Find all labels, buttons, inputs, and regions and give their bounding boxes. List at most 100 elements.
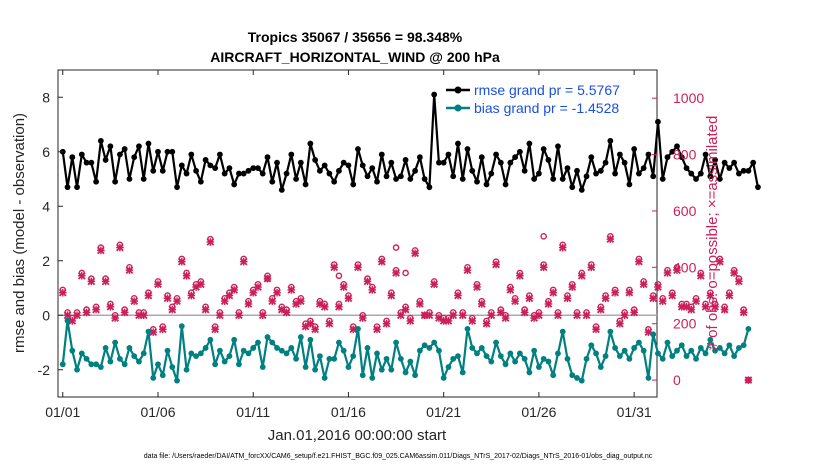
bias-point (259, 364, 266, 370)
rmse-point (469, 167, 476, 174)
rmse-point (540, 146, 547, 152)
bias-point (531, 347, 538, 354)
bias-point (97, 364, 104, 370)
bias-point (183, 366, 190, 373)
obs-assimilated-point (311, 325, 319, 334)
obs-assimilated-point (577, 271, 586, 280)
rmse-point (493, 151, 499, 158)
rmse-point (155, 148, 161, 155)
obs-assimilated-point (558, 243, 567, 252)
rmse-point (231, 181, 238, 188)
rmse-point (359, 162, 366, 169)
x-axis-label: Jan.01,2016 00:00:00 start (268, 427, 447, 444)
obs-assimilated-point (139, 311, 148, 320)
obs-assimilated-point (116, 243, 124, 252)
obs-assimilated-point (725, 291, 734, 300)
obs-assimilated-point (539, 263, 548, 272)
rmse-point (688, 170, 695, 177)
bias-point (659, 355, 666, 362)
obs-assimilated-point (592, 325, 600, 334)
bias-point (602, 353, 609, 360)
bias-point (297, 334, 304, 340)
rmse-point (693, 176, 699, 182)
obs-assimilated-point (325, 319, 334, 328)
rmse-point (393, 176, 399, 182)
y-left-tick-label: -2 (38, 362, 51, 378)
obs-assimilated-point (568, 283, 577, 291)
rmse-point (207, 162, 214, 169)
y-left-tick-label: 8 (42, 89, 50, 105)
rmse-point (588, 154, 595, 161)
obs-assimilated-point (530, 314, 538, 322)
obs-assimilated-point (197, 280, 205, 289)
obs-assimilated-point (330, 263, 339, 272)
obs-assimilated-point (111, 314, 119, 322)
bias-point (416, 347, 423, 354)
bias-point (288, 345, 295, 351)
bias-point (669, 353, 676, 360)
rmse-point (545, 157, 552, 163)
rmse-point (150, 167, 157, 174)
obs-assimilated-point (282, 308, 291, 317)
obs-assimilated-point (158, 325, 167, 334)
bias-point (159, 372, 166, 379)
rmse-series (59, 91, 761, 193)
y-right-tick-label: 400 (673, 259, 697, 275)
bias-point (545, 358, 552, 365)
obs-assimilated-point (716, 257, 724, 266)
rmse-point (240, 170, 247, 177)
plot-area (57, 69, 658, 398)
rmse-point (702, 151, 709, 158)
obs-assimilated-point (616, 319, 624, 328)
rmse-point (355, 146, 361, 152)
bias-point (378, 366, 385, 373)
rmse-point (69, 154, 76, 161)
bias-point (540, 355, 547, 362)
rmse-point (650, 173, 657, 180)
rmse-point (307, 140, 314, 147)
bias-point (364, 345, 371, 351)
obs-assimilated-point (658, 297, 667, 305)
rmse-point (164, 148, 171, 155)
bias-point (664, 339, 671, 346)
bias-point (155, 361, 161, 368)
rmse-point (336, 167, 342, 174)
bias-point (283, 350, 290, 357)
obs-count-series (58, 233, 753, 384)
bias-point (326, 355, 333, 362)
bias-point (131, 353, 138, 360)
obs-assimilated-point (692, 297, 700, 305)
bias-point (174, 377, 180, 384)
obs-assimilated-point (354, 263, 362, 272)
bias-point (716, 345, 723, 351)
bias-point (431, 339, 438, 346)
rmse-point (697, 170, 704, 177)
rmse-point (388, 159, 395, 166)
y-right-tick-label: 0 (673, 372, 681, 388)
obs-assimilated-point (73, 311, 81, 320)
bias-point (226, 353, 233, 360)
obs-assimilated-point (525, 294, 534, 303)
bias-point (302, 364, 309, 370)
obs-assimilated-point (177, 257, 186, 266)
rmse-point (707, 173, 714, 180)
rmse-point (574, 167, 580, 174)
rmse-point (516, 148, 523, 155)
rmse-point (288, 151, 295, 158)
x-tick-label: 01/26 (521, 404, 556, 420)
obs-assimilated-point (606, 235, 615, 243)
rmse-point (93, 178, 99, 185)
bias-point (483, 353, 490, 360)
rmse-point (297, 159, 304, 166)
rmse-point (402, 157, 409, 163)
bias-point (274, 345, 280, 351)
obs-assimilated-point (320, 302, 329, 311)
obs-assimilated-point (473, 283, 481, 291)
obs-assimilated-point (273, 288, 281, 297)
obs-assimilated-point (387, 291, 396, 300)
obs-assimilated-point (130, 297, 139, 305)
obs-assimilated-point (297, 297, 305, 305)
obs-assimilated-point (201, 305, 210, 314)
x-tick-label: 01/11 (236, 404, 270, 420)
x-tick-label: 01/16 (331, 404, 366, 420)
